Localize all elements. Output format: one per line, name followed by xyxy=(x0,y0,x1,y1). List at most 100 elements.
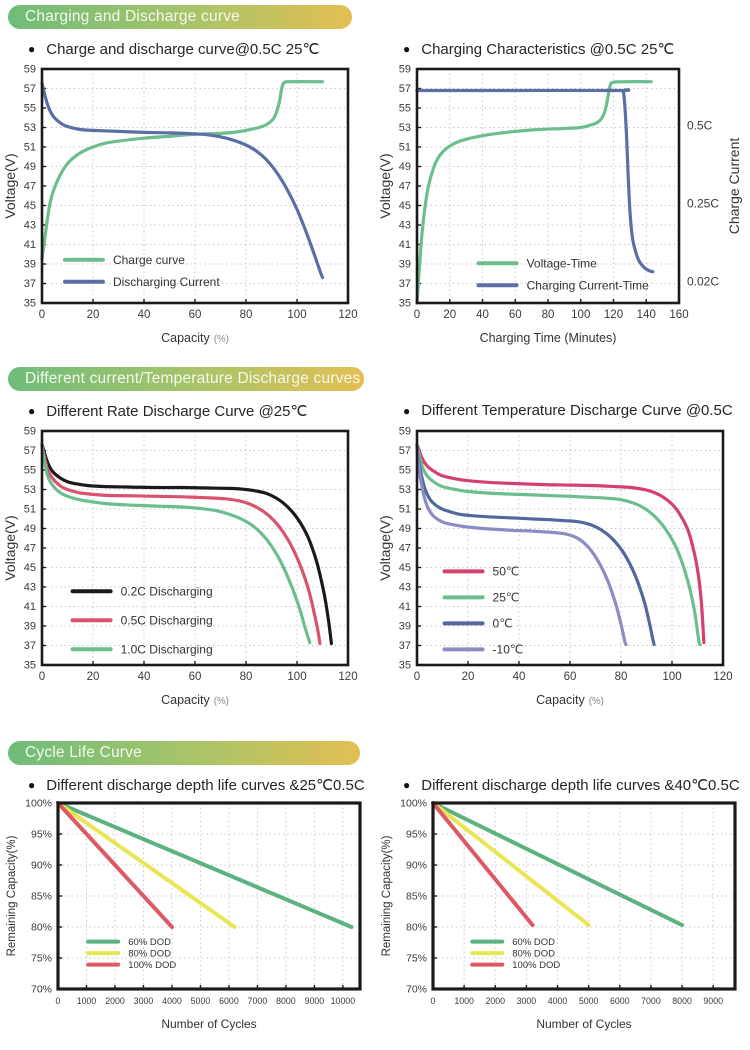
bullet-icon: ● xyxy=(403,403,411,418)
chart-canvas-life-40c: 0 1000 2000 3000 4000 5000 6000 7000 8000 9000 70%… xyxy=(381,798,737,1031)
chart-block-life-25c: ● Different discharge depth life curves … xyxy=(0,765,375,1041)
y-axis-label: Voltage(V) xyxy=(377,515,393,580)
x-tick-label: 80 xyxy=(542,309,555,321)
legend-label-2: 0℃ xyxy=(493,617,513,631)
series-path-2 xyxy=(40,446,312,645)
x-tick-label: 0 xyxy=(414,671,420,683)
y-tick-label: 47 xyxy=(399,543,411,555)
x-tick-label: 120 xyxy=(338,671,357,683)
legend-label-3: -10℃ xyxy=(493,643,524,657)
series-path-1 xyxy=(56,801,237,929)
plot-frame xyxy=(40,67,350,305)
x-axis-label: Number of Cycles xyxy=(536,1017,631,1031)
plot-frame xyxy=(431,801,737,991)
section-banner-label: Charging and Discharge curve xyxy=(25,8,240,25)
chart-block-life-40c: ● Different discharge depth life curves … xyxy=(375,765,750,1041)
series-path-2 xyxy=(56,801,174,929)
plot-frame xyxy=(415,67,681,305)
legend-label-1: 80% DOD xyxy=(128,948,171,959)
section-banner-label: Cycle Life Curve xyxy=(25,744,142,761)
chart-title-life-25c: ● Different discharge depth life curves … xyxy=(28,774,375,795)
x-tick-label: 40 xyxy=(513,671,526,683)
x-tick-label: 80 xyxy=(615,671,628,683)
x-tick-label: 60 xyxy=(564,671,577,683)
y-tick-label: 49 xyxy=(399,523,411,535)
y-tick-label: 45 xyxy=(399,562,411,574)
x-tick-label: 0 xyxy=(39,309,45,321)
y-tick-label: 39 xyxy=(399,259,411,271)
y-tick-label: 51 xyxy=(399,142,411,154)
x-tick-label: 1000 xyxy=(77,996,97,1006)
x-tick-label: 0 xyxy=(414,309,420,321)
x-tick-label: 40 xyxy=(476,309,489,321)
chart-canvas-temperature-discharge: 0 20 40 60 80 100 120 35 37 39 41 43 45 47 49 51 53 55 57 5… xyxy=(377,426,733,708)
x-tick-label: 3000 xyxy=(134,996,154,1006)
y-tick-label: 35 xyxy=(399,298,411,310)
legend-label-0: 60% DOD xyxy=(128,937,171,948)
y-tick-label: 37 xyxy=(399,640,411,652)
chart-title-life-40c: ● Different discharge depth life curves … xyxy=(403,774,750,795)
y-tick-label: 53 xyxy=(399,484,411,496)
x-tick-label: 0 xyxy=(431,996,436,1006)
series-path-0 xyxy=(431,801,685,928)
y-tick-label: 59 xyxy=(399,64,411,76)
series-path-0 xyxy=(415,443,706,645)
plot-frame xyxy=(56,801,362,991)
y-tick-label: 51 xyxy=(399,504,411,516)
y-tick-label: 51 xyxy=(24,142,36,154)
right-axis-tick-0: 0.5C xyxy=(687,119,713,133)
chart-title-text: Charge and discharge curve@0.5C 25℃ xyxy=(46,40,320,58)
x-tick-label: 3000 xyxy=(517,996,537,1006)
x-tick-label: 120 xyxy=(604,309,623,321)
y-tick-label: 85% xyxy=(406,891,427,903)
x-tick-label: 160 xyxy=(669,309,688,321)
chart-title-text: Charging Characteristics @0.5C 25℃ xyxy=(421,40,675,58)
y-axis-label: Remaining Capacity(%) xyxy=(6,835,18,956)
chart-block-charging-characteristics: ● Charging Characteristics @0.5C 25℃ 0 20… xyxy=(375,29,750,359)
x-tick-label: 6000 xyxy=(219,996,239,1006)
y-tick-label: 55 xyxy=(24,465,36,477)
x-tick-label: 4000 xyxy=(548,996,568,1006)
x-tick-label: 5000 xyxy=(579,996,599,1006)
x-tick-label: 100 xyxy=(662,671,681,683)
chart-row-3: ● Different discharge depth life curves … xyxy=(0,765,750,1041)
chart-canvas-rate-discharge: 0 20 40 60 80 100 120 35 37 39 41 43 45 47 49 51 53 55 57 5… xyxy=(2,426,358,708)
y-tick-label: 57 xyxy=(399,445,411,457)
chart-canvas-charging-characteristics: 0 20 40 60 80 100 120 140 160 35 37 39 41 43 45 47 49 51 5… xyxy=(377,64,742,346)
y-tick-label: 39 xyxy=(24,259,36,271)
y-tick-label: 47 xyxy=(399,181,411,193)
y-tick-label: 100% xyxy=(400,798,427,810)
y-tick-label: 59 xyxy=(24,64,36,76)
chart-title-text: Different discharge depth life curves &2… xyxy=(46,776,365,794)
x-tick-label: 20 xyxy=(87,671,100,683)
y-tick-label: 47 xyxy=(24,181,36,193)
chart-block-charge-discharge: ● Charge and discharge curve@0.5C 25℃ 0 2… xyxy=(0,29,375,359)
chart-canvas-life-25c: 0 1000 2000 3000 4000 5000 6000 7000 8000 9000 100… xyxy=(6,798,362,1031)
y-tick-label: 35 xyxy=(24,298,36,310)
y-tick-label: 37 xyxy=(24,278,36,290)
y-tick-label: 75% xyxy=(31,953,52,965)
section-banner-current-temperature: Different current/Temperature Discharge … xyxy=(8,367,364,391)
x-tick-label: 10000 xyxy=(331,996,356,1006)
chart-block-temperature-discharge: ● Different Temperature Discharge Curve … xyxy=(375,391,750,721)
y-axis-label: Voltage(V) xyxy=(377,153,393,218)
x-axis-label: Capacity (%) xyxy=(536,693,604,707)
y-tick-label: 49 xyxy=(24,161,36,173)
y-tick-label: 35 xyxy=(24,660,36,672)
chart-title-text: Different Rate Discharge Curve @25℃ xyxy=(46,402,308,420)
y-tick-label: 43 xyxy=(24,582,36,594)
x-tick-label: 8000 xyxy=(672,996,692,1006)
x-tick-label: 20 xyxy=(443,309,456,321)
section-banner-label: Different current/Temperature Discharge … xyxy=(25,370,361,387)
bullet-icon: ● xyxy=(403,777,411,792)
y-tick-label: 45 xyxy=(24,200,36,212)
right-axis-label: Charge Current xyxy=(726,138,742,235)
chart-title-charging-characteristics: ● Charging Characteristics @0.5C 25℃ xyxy=(403,38,750,59)
y-tick-label: 57 xyxy=(24,83,36,95)
x-tick-label: 4000 xyxy=(162,996,182,1006)
legend-label-0: 50℃ xyxy=(493,565,520,579)
legend-label-1: 0.5C Discharging xyxy=(121,614,213,628)
y-tick-label: 55 xyxy=(399,103,411,115)
bullet-icon: ● xyxy=(28,403,36,418)
series-path-1 xyxy=(40,444,322,646)
